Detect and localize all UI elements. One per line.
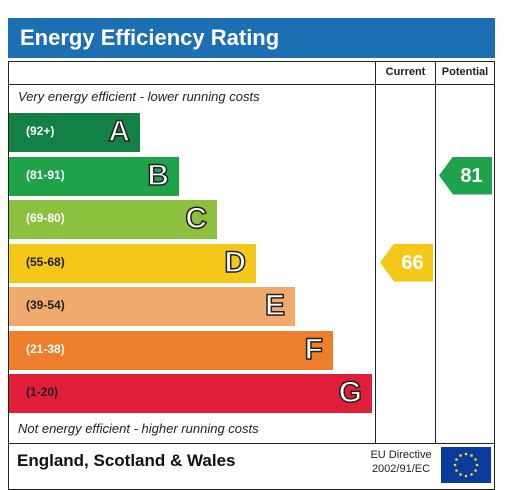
eu-star bbox=[453, 463, 457, 467]
efficient-note: Very energy efficient - lower running co… bbox=[18, 89, 260, 104]
potential-rating-value: 81 bbox=[460, 164, 483, 187]
band-range: (21-38) bbox=[26, 341, 65, 356]
current-column-header: Current bbox=[385, 66, 426, 78]
band-range: (39-54) bbox=[26, 298, 65, 312]
band-c: (69-80) C bbox=[9, 200, 217, 239]
eu-star bbox=[464, 474, 468, 478]
band-letter: C bbox=[185, 201, 208, 236]
eu-directive: EU Directive 2002/91/EC bbox=[361, 448, 441, 476]
divider bbox=[9, 84, 494, 85]
eu-directive-line2: 2002/91/EC bbox=[371, 463, 431, 475]
band-range: (55-68) bbox=[26, 254, 65, 269]
divider bbox=[375, 62, 376, 443]
eu-star bbox=[459, 454, 462, 457]
eu-star bbox=[470, 473, 473, 476]
band-g: (1-20) G bbox=[9, 374, 372, 413]
eu-star bbox=[474, 469, 477, 472]
band-letter: A bbox=[108, 114, 131, 149]
eu-star bbox=[455, 458, 458, 461]
eu-star bbox=[475, 463, 479, 467]
eu-star bbox=[455, 469, 458, 472]
eu-star bbox=[464, 452, 468, 456]
band-range: (81-91) bbox=[26, 167, 65, 182]
current-rating-arrow: 66 bbox=[380, 243, 433, 282]
band-a: (92+) A bbox=[9, 113, 140, 152]
band-letter: G bbox=[338, 375, 363, 410]
band-letter: F bbox=[304, 332, 324, 367]
potential-rating-arrow: 81 bbox=[439, 156, 492, 195]
band-range: (1-20) bbox=[26, 385, 59, 399]
band-letter: E bbox=[264, 288, 286, 323]
band-letter: B bbox=[147, 158, 170, 193]
page-title: Energy Efficiency Rating bbox=[20, 25, 280, 50]
rating-table: Current Potential Very energy efficient … bbox=[8, 61, 495, 490]
band-e: (39-54) E bbox=[9, 287, 295, 326]
divider bbox=[435, 62, 436, 443]
band-range: (92+) bbox=[26, 124, 55, 138]
eu-star bbox=[459, 473, 462, 476]
divider bbox=[9, 443, 494, 444]
band-range: (69-80) bbox=[26, 211, 65, 225]
potential-column-header: Potential bbox=[441, 66, 489, 78]
eu-star bbox=[470, 454, 473, 457]
eu-star bbox=[474, 458, 477, 461]
band-f: (21-38) F bbox=[9, 330, 333, 370]
eu-directive-line1: EU Directive bbox=[370, 449, 432, 461]
eu-flag-icon bbox=[441, 447, 491, 483]
region-label: England, Scotland & Wales bbox=[17, 451, 236, 470]
header: Energy Efficiency Rating bbox=[8, 18, 495, 58]
band-d: (55-68) D bbox=[9, 243, 256, 283]
inefficient-note: Not energy efficient - higher running co… bbox=[18, 421, 259, 436]
current-rating-value: 66 bbox=[401, 251, 424, 274]
band-letter: D bbox=[224, 245, 247, 280]
band-b: (81-91) B bbox=[9, 156, 179, 196]
